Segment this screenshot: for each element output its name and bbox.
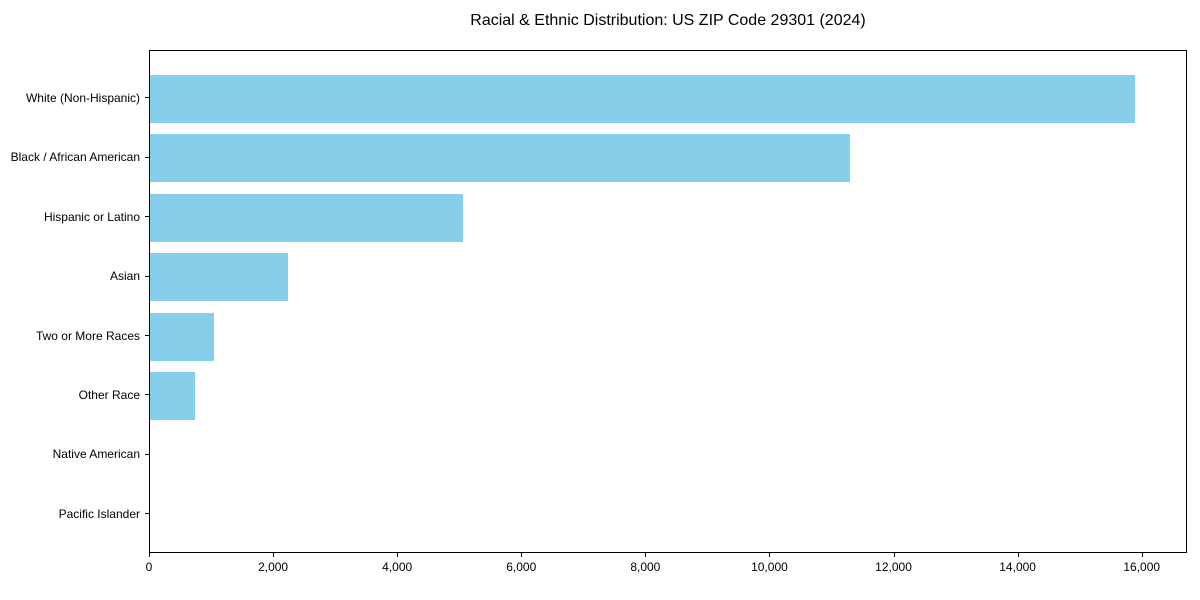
bar-row (150, 247, 1186, 306)
y-tick-label: Two or More Races (35, 328, 140, 343)
bar (150, 74, 1135, 123)
chart-title: Racial & Ethnic Distribution: US ZIP Cod… (470, 12, 866, 29)
x-tick-mark (769, 553, 771, 557)
bar (150, 371, 196, 420)
y-tick-label: Asian (109, 269, 140, 284)
bar-row (150, 426, 1186, 485)
x-tick-mark (1141, 553, 1143, 557)
y-tick-label: Other Race (78, 387, 140, 402)
bar-row (150, 128, 1186, 187)
y-tick-label: Pacific Islander (58, 506, 140, 521)
x-tick-mark (397, 553, 399, 557)
x-tick-mark (1017, 553, 1019, 557)
y-label-row: White (Non-Hispanic) (0, 68, 149, 127)
x-tick-mark (521, 553, 523, 557)
y-label-row: Hispanic or Latino (0, 187, 149, 246)
bar-row (150, 307, 1186, 366)
x-tick-label: 16,000 (1123, 560, 1161, 574)
bar (150, 134, 850, 183)
x-tick-mark (149, 553, 150, 557)
y-label-row: Other Race (0, 365, 149, 424)
x-tick-label: 14,000 (999, 560, 1036, 574)
bar (150, 253, 289, 302)
y-label-row: Asian (0, 246, 149, 305)
x-tick-label: 10,000 (751, 560, 788, 574)
bar (150, 193, 464, 242)
y-tick-label: White (Non-Hispanic) (25, 90, 140, 105)
y-axis-labels: White (Non-Hispanic) Black / African Amer… (0, 50, 149, 553)
bar-row (150, 188, 1186, 247)
x-tick-label: 12,000 (875, 560, 912, 574)
plot-area (149, 50, 1187, 553)
y-tick-mark (145, 513, 149, 515)
y-tick-mark (145, 453, 149, 455)
bar-row (150, 69, 1186, 128)
bar-row (150, 485, 1186, 544)
y-tick-mark (145, 156, 149, 158)
y-label-row: Black / African American (0, 127, 149, 186)
y-label-row: Pacific Islander (0, 484, 149, 543)
y-tick-mark (145, 97, 149, 99)
y-tick-label: Hispanic or Latino (43, 209, 140, 224)
x-tick-mark (645, 553, 647, 557)
y-tick-mark (145, 275, 149, 277)
y-tick-mark (145, 216, 149, 218)
y-label-row: Two or More Races (0, 306, 149, 365)
y-tick-label: Black / African American (10, 150, 140, 165)
x-tick-label: 0 (145, 560, 153, 574)
x-tick-label: 6,000 (506, 560, 537, 574)
x-tick-label: 8,000 (630, 560, 661, 574)
y-tick-label: Native American (52, 447, 140, 462)
bar-row (150, 366, 1186, 425)
x-tick-label: 2,000 (258, 560, 289, 574)
y-tick-mark (145, 394, 149, 396)
y-label-row: Native American (0, 425, 149, 484)
x-tick-label: 4,000 (382, 560, 413, 574)
x-tick-mark (893, 553, 895, 557)
bar (150, 312, 215, 361)
x-tick-mark (273, 553, 275, 557)
y-tick-mark (145, 335, 149, 337)
x-axis: 0 2,000 4,000 6,000 8,000 10,000 12,000 14,000 1… (145, 553, 1187, 593)
